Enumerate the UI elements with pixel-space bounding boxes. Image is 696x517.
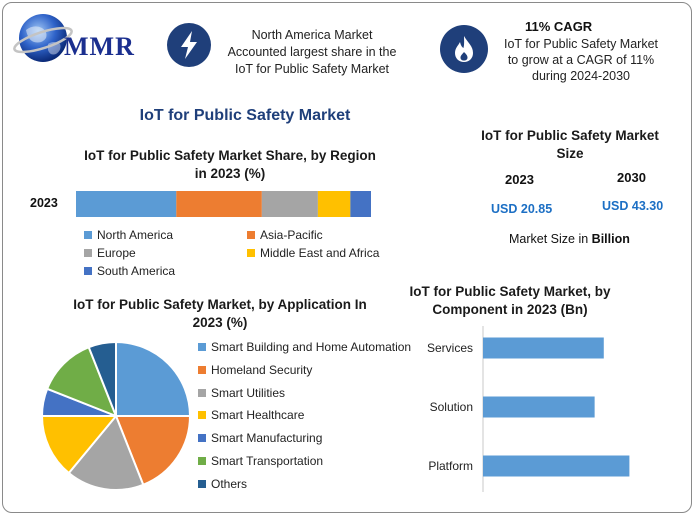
market-size-title-line: IoT for Public Safety Market [481, 128, 659, 143]
legend-label: Asia-Pacific [260, 228, 323, 242]
callout-line: during 2024-2030 [532, 69, 630, 83]
application-legend-item: Homeland Security [198, 363, 312, 377]
pie-slice-smart-transportation [45, 345, 118, 418]
legend-swatch [198, 434, 206, 443]
region-legend-item: Asia-Pacific [247, 228, 323, 242]
application-pie [40, 340, 192, 491]
market-size-note: Market Size in Billion [509, 232, 630, 246]
north-america-callout: North America Market Accounted largest s… [214, 27, 410, 78]
legend-label: Smart Healthcare [211, 408, 305, 423]
logo-text: MMR [64, 32, 135, 61]
pie-slice-smart-healthcare [40, 415, 119, 475]
application-legend-item: Smart Healthcare [198, 408, 304, 422]
application-legend-item: Smart Utilities [198, 386, 285, 400]
region-category-label: 2023 [30, 196, 58, 210]
market-value-2030: USD 43.30 [602, 199, 664, 213]
legend-label: Middle East and Africa [260, 246, 380, 260]
component-label-platform: Platform [428, 459, 473, 473]
component-bar-platform [483, 455, 630, 477]
component-bar-services [483, 337, 604, 359]
application-legend-item: Others [198, 477, 247, 491]
legend-swatch [198, 365, 206, 374]
region-segment-middle-east-and-africa [317, 191, 351, 217]
legend-label: Others [211, 476, 248, 491]
flame-icon-circle [440, 25, 488, 73]
legend-label: Smart Transportation [211, 454, 324, 468]
legend-label: Europe [97, 246, 136, 260]
component-label-services: Services [427, 341, 473, 355]
application-title-line: IoT for Public Safety Market, by Applica… [73, 297, 367, 312]
legend-swatch [198, 343, 206, 351]
application-legend-item: Smart Transportation [198, 454, 323, 468]
component-bar-solution [483, 396, 595, 418]
region-legend-item: Middle East and Africa [247, 246, 379, 260]
legend-label: South America [97, 264, 176, 278]
legend-swatch [198, 479, 206, 488]
legend-swatch [84, 267, 92, 275]
region-chart-title: IoT for Public Safety Market Share, by R… [60, 147, 400, 183]
mmr-logo: MMR [12, 10, 142, 68]
cagr-callout: IoT for Public Safety Market to grow at … [496, 36, 666, 84]
region-segment-europe [261, 191, 318, 217]
pie-slice-smart-utilities [67, 414, 145, 491]
globe-icon [13, 14, 73, 62]
component-title-line: Component in 2023 (Bn) [432, 302, 588, 317]
legend-swatch [247, 249, 255, 257]
market-size-title-line: Size [556, 146, 584, 161]
legend-swatch [198, 388, 206, 397]
market-value-2023: USD 20.85 [491, 202, 553, 216]
application-legend: Smart Building and Home Automation Homela… [198, 340, 428, 500]
legend-swatch [198, 411, 206, 420]
legend-label: Homeland Security [211, 362, 313, 377]
callout-line: to grow at a CAGR of 11% [507, 53, 655, 67]
application-legend-item: Smart Manufacturing [198, 431, 322, 445]
lightning-bolt-icon [181, 31, 197, 59]
region-segment-south-america [350, 191, 371, 217]
region-legend-item: Europe [84, 246, 136, 260]
callout-line: Accounted largest share in the [227, 45, 397, 59]
legend-swatch [84, 249, 92, 257]
legend-label: Smart Utilities [211, 385, 286, 400]
legend-swatch [247, 231, 255, 239]
main-title: IoT for Public Safety Market [139, 107, 351, 124]
flame-icon [455, 36, 473, 62]
pie-slice-homeland-security [114, 415, 192, 487]
callout-line: IoT for Public Safety Market [235, 62, 389, 76]
pie-slice-smart-building-and-home-automation [115, 340, 192, 417]
application-chart-title: IoT for Public Safety Market, by Applica… [40, 296, 400, 332]
legend-label: North America [97, 228, 174, 242]
application-legend-item: Smart Building and Home Automation [198, 340, 411, 354]
region-legend-item: North America [84, 228, 173, 242]
legend-label: Smart Building and Home Automation [211, 340, 412, 354]
callout-line: North America Market [251, 28, 373, 42]
component-title-line: IoT for Public Safety Market, by [409, 284, 611, 299]
year-2023: 2023 [505, 172, 534, 187]
bolt-icon-circle [167, 23, 211, 67]
note-unit: Billion [591, 232, 630, 246]
cagr-title: 11% CAGR [525, 19, 593, 34]
legend-swatch [198, 457, 206, 465]
region-title-line: IoT for Public Safety Market Share, by R… [84, 148, 376, 163]
region-stacked-bar [76, 191, 371, 217]
region-segment-asia-pacific [176, 191, 262, 217]
callout-line: IoT for Public Safety Market [504, 37, 658, 51]
legend-swatch [84, 231, 92, 239]
component-chart-title: IoT for Public Safety Market, by Compone… [400, 283, 620, 319]
year-2030: 2030 [617, 170, 646, 185]
legend-label: Smart Manufacturing [211, 431, 323, 446]
region-title-line: in 2023 (%) [194, 166, 266, 181]
application-title-line: 2023 (%) [192, 315, 248, 330]
region-legend-item: South America [84, 264, 175, 278]
component-bar-chart: Services Solution Platform [427, 326, 630, 492]
region-legend: North America Asia-Pacific Europe Middle Ea… [84, 228, 404, 284]
note-prefix: Market Size in [509, 232, 592, 246]
pie-slice-others [87, 340, 117, 417]
region-segment-north-america [76, 191, 177, 217]
component-label-solution: Solution [430, 400, 473, 414]
market-size-title: IoT for Public Safety Market Size [470, 127, 670, 163]
